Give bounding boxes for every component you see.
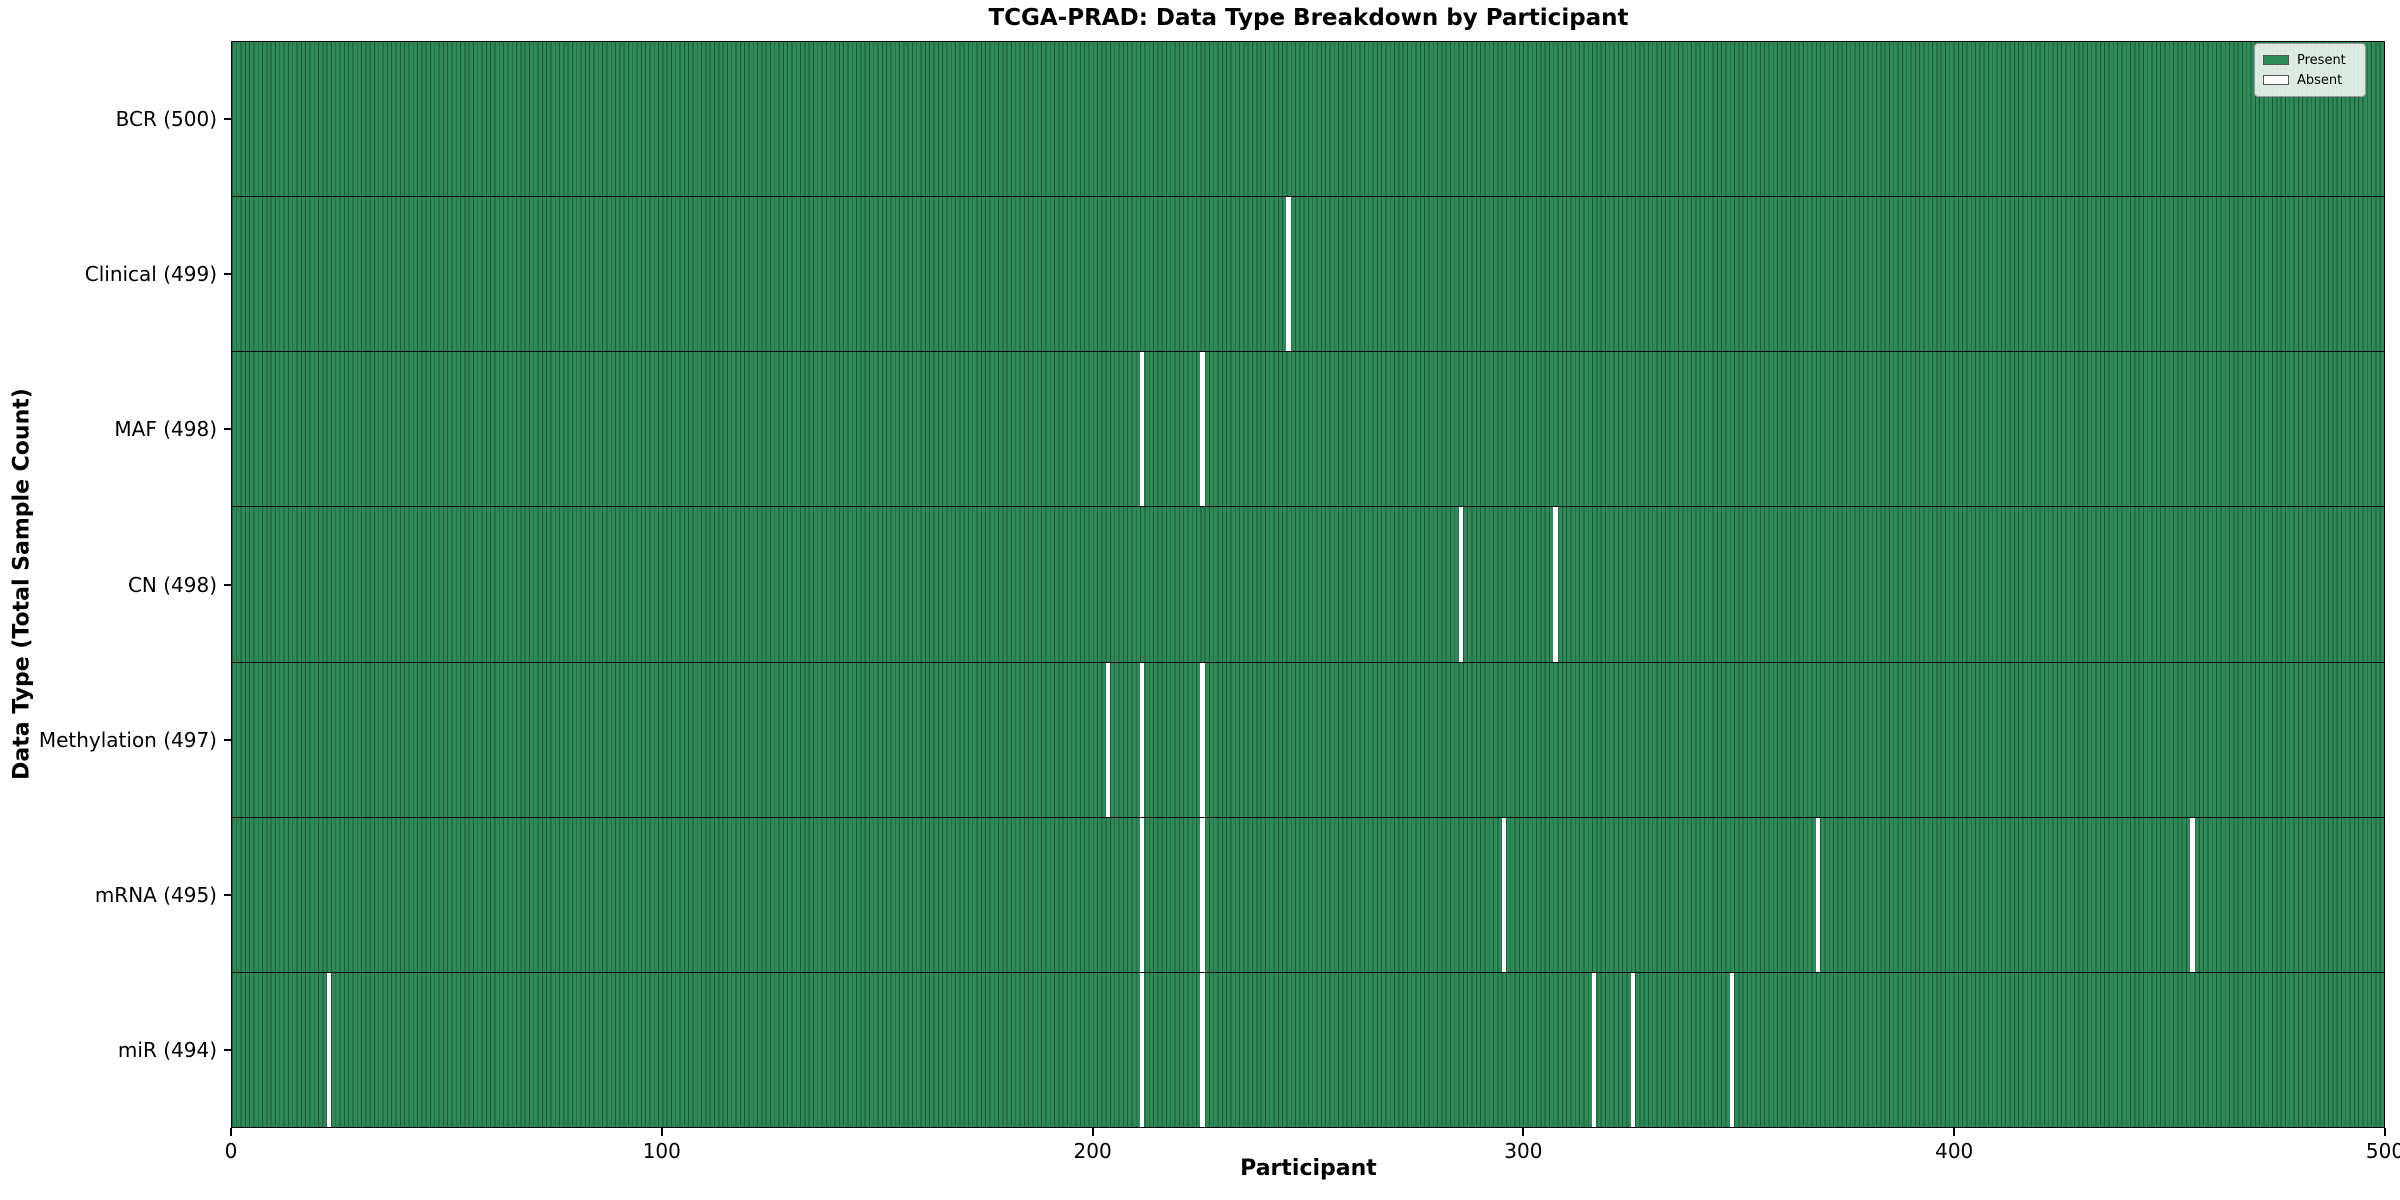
y-tick-label: Methylation (497)	[38, 727, 217, 752]
chart-title: TCGA-PRAD: Data Type Breakdown by Partic…	[988, 5, 1629, 31]
x-tick-mark	[1091, 1128, 1094, 1136]
absent-gap	[1286, 197, 1291, 352]
x-tick-mark	[230, 1128, 232, 1136]
absent-swatch-icon	[2263, 75, 2289, 85]
absent-gap	[2190, 817, 2195, 972]
legend-item-absent: Absent	[2263, 73, 2357, 88]
heatmap-row-clinical	[232, 196, 2384, 352]
heatmap-row-mrna	[232, 816, 2384, 972]
absent-gap	[1140, 352, 1145, 507]
y-tick-mark	[224, 583, 231, 586]
absent-gap	[1553, 507, 1558, 662]
present-swatch-icon	[2263, 55, 2289, 65]
heatmap-row-methylation	[232, 661, 2384, 817]
y-tick-mark	[224, 117, 231, 120]
absent-gap	[1140, 817, 1145, 972]
y-tick-mark	[224, 428, 231, 431]
legend-label-present: Present	[2297, 52, 2346, 68]
heatmap-row-cn	[232, 506, 2384, 662]
y-tick-label: Clinical (499)	[84, 261, 217, 286]
y-tick-mark	[224, 272, 231, 275]
x-tick-mark	[660, 1128, 663, 1136]
y-tick-label: MAF (498)	[114, 417, 217, 442]
x-axis-label: Participant	[1240, 1156, 1377, 1181]
absent-gap	[1200, 817, 1205, 972]
heatmap-row-maf	[232, 351, 2384, 507]
absent-gap	[1105, 662, 1110, 817]
legend-item-present: Present	[2263, 53, 2357, 68]
absent-gap	[326, 972, 331, 1127]
legend-label-absent: Absent	[2297, 72, 2343, 88]
x-tick-mark	[2384, 1128, 2386, 1136]
heatmap-row-bcr	[232, 42, 2384, 197]
y-tick-mark	[224, 894, 231, 897]
y-tick-label: mRNA (495)	[94, 883, 217, 908]
x-tick-label: 0	[224, 1139, 238, 1163]
y-tick-label: BCR (500)	[115, 106, 217, 131]
absent-gap	[1200, 662, 1205, 817]
absent-gap	[1630, 972, 1636, 1127]
y-tick-mark	[224, 1049, 231, 1052]
legend: Present Absent	[2254, 43, 2366, 97]
y-tick-label: miR (494)	[117, 1038, 217, 1063]
absent-gap	[1140, 972, 1145, 1127]
absent-gap	[1729, 972, 1735, 1127]
y-tick-label: CN (498)	[127, 572, 217, 597]
x-tick-label: 300	[1504, 1139, 1543, 1163]
absent-gap	[1458, 507, 1463, 662]
x-tick-label: 400	[1935, 1139, 1974, 1163]
absent-gap	[1140, 662, 1145, 817]
absent-gap	[1815, 817, 1821, 972]
x-tick-mark	[1953, 1128, 1956, 1136]
x-axis-ticks: 0 100 200 300 400 500	[225, 1128, 2400, 1183]
heatmap-row-mir	[232, 971, 2384, 1127]
plot-area	[231, 41, 2385, 1128]
absent-gap	[1501, 817, 1506, 972]
absent-gap	[1200, 972, 1205, 1127]
x-tick-label: 500	[2365, 1139, 2400, 1163]
x-tick-mark	[1522, 1128, 1525, 1136]
y-tick-mark	[224, 738, 231, 741]
x-tick-label: 100	[642, 1139, 681, 1163]
absent-gap	[1200, 352, 1205, 507]
x-tick-label: 200	[1073, 1139, 1112, 1163]
y-axis-ticks: BCR (500) Clinical (499) MAF (498) CN (498)…	[0, 41, 231, 1128]
absent-gap	[1592, 972, 1597, 1127]
